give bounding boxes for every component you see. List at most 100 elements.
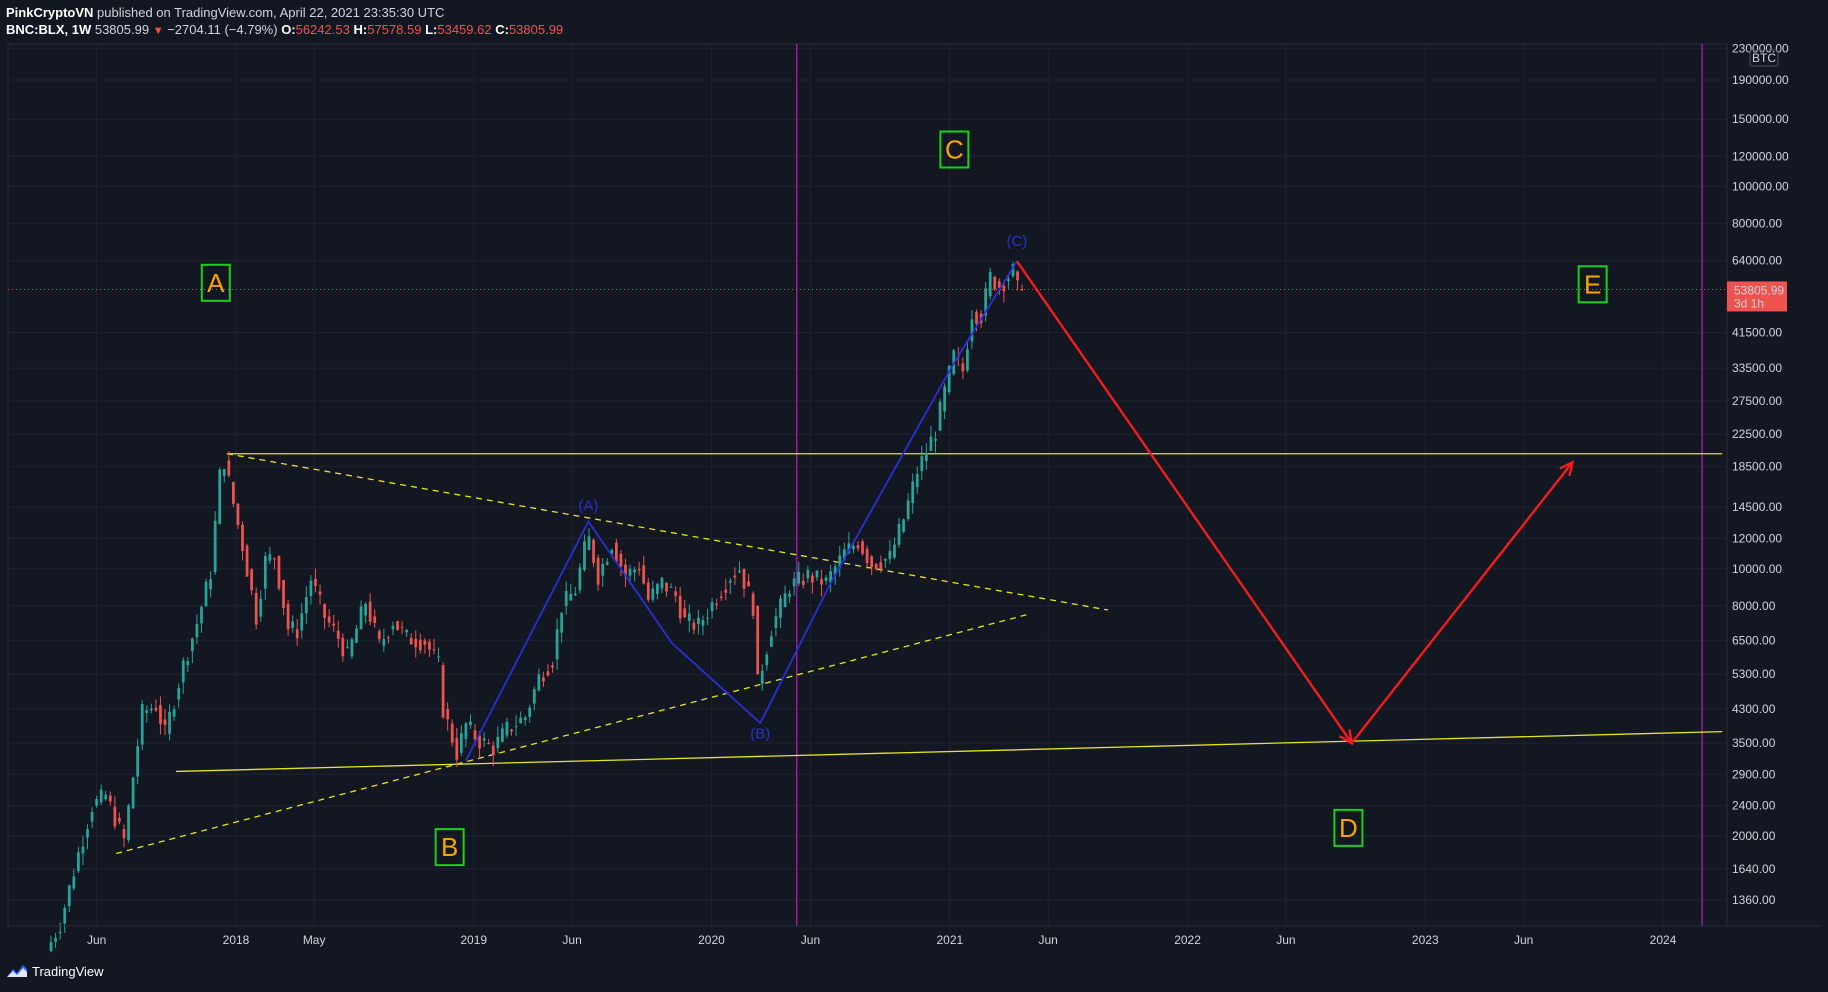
candle-body xyxy=(911,481,915,504)
footer-brand[interactable]: TradingView xyxy=(32,963,104,979)
candle-body xyxy=(482,738,486,741)
candle-body xyxy=(624,564,627,577)
candle-body xyxy=(564,590,568,606)
candle-body xyxy=(637,568,641,571)
candle-body xyxy=(925,452,928,462)
price-tick-label: 2900.00 xyxy=(1732,767,1776,781)
candle-body xyxy=(227,460,231,476)
last-price-tag-value: 53805.99 xyxy=(1734,283,1784,297)
candle-body xyxy=(295,629,299,639)
candle xyxy=(341,633,345,662)
candle-body xyxy=(852,545,855,550)
price-tick-label: 14500.00 xyxy=(1732,500,1782,514)
high-label: H: xyxy=(353,22,368,37)
candle xyxy=(984,282,988,322)
candle-body xyxy=(847,543,851,553)
candle-body xyxy=(459,733,463,753)
candle-body xyxy=(77,852,80,871)
candle xyxy=(118,812,121,825)
time-tick-label: May xyxy=(303,933,326,947)
candle-body xyxy=(58,932,62,934)
candle-body xyxy=(200,606,203,624)
candle xyxy=(651,580,655,603)
candle-body xyxy=(99,789,103,803)
drawings-overlay xyxy=(8,260,1727,761)
wave-label-text: A xyxy=(207,268,225,298)
candle-body xyxy=(491,745,495,756)
candle xyxy=(874,563,878,571)
candle-body xyxy=(104,794,108,800)
candle xyxy=(865,545,869,569)
candle-body xyxy=(487,743,491,745)
candle xyxy=(883,558,887,568)
candle xyxy=(95,795,98,808)
candle xyxy=(788,590,791,603)
candle-body xyxy=(501,728,504,742)
candle-body xyxy=(382,639,386,646)
candle xyxy=(760,664,764,692)
time-tick-label: 2024 xyxy=(1650,933,1677,947)
time-tick-label: 2023 xyxy=(1412,933,1439,947)
price-tick-label: 27500.00 xyxy=(1732,394,1782,408)
candle-body xyxy=(697,617,700,625)
candle-body xyxy=(254,592,258,625)
candle-body xyxy=(542,677,545,682)
candle-body xyxy=(788,593,791,597)
price-tick-label: 33500.00 xyxy=(1732,361,1782,375)
candle xyxy=(683,599,687,619)
candle-body xyxy=(86,829,89,838)
candle-body xyxy=(975,311,978,324)
candle-body xyxy=(168,711,171,734)
candle-body xyxy=(656,583,659,595)
wave-label-box xyxy=(939,130,970,169)
candle xyxy=(656,582,659,600)
candle-body xyxy=(222,469,226,476)
candle-body xyxy=(391,626,395,630)
candle xyxy=(291,615,295,633)
candle-body xyxy=(687,613,691,622)
candle-body xyxy=(601,563,605,576)
candle xyxy=(779,594,782,629)
candle-body xyxy=(149,708,153,711)
wave-label-box xyxy=(1333,808,1364,847)
candle-body xyxy=(915,474,919,488)
candle xyxy=(1011,261,1015,278)
tradingview-logo-icon[interactable] xyxy=(6,963,28,979)
candle-body xyxy=(122,829,126,839)
author-name[interactable]: PinkCryptoVN xyxy=(6,5,94,20)
candle xyxy=(250,568,253,596)
candle xyxy=(619,550,623,577)
candle xyxy=(437,647,440,663)
candle-body xyxy=(418,639,422,651)
candle-body xyxy=(756,605,760,675)
candle xyxy=(159,696,162,735)
wave-label-text: B xyxy=(441,832,458,862)
time-tick-label: Jun xyxy=(562,933,581,947)
time-axis[interactable]: Jun 2018 May 2019 Jun 2020 Jun 2021 Jun 2022 Jun 20… xyxy=(8,925,1820,947)
candle xyxy=(578,563,582,594)
time-tick-label: 2022 xyxy=(1174,933,1201,947)
candle-body xyxy=(496,736,500,748)
price-tick-label: 8000.00 xyxy=(1732,599,1776,613)
candle-body xyxy=(893,544,896,558)
price-axis[interactable]: 230000.00 190000.00 150000.00 120000.00 1000… xyxy=(1726,41,1789,926)
candle xyxy=(546,664,550,677)
candle-body xyxy=(350,639,354,657)
wave-label-box xyxy=(434,828,465,867)
open-label: O: xyxy=(281,22,296,37)
candle xyxy=(724,578,728,601)
candle xyxy=(605,558,609,566)
candle-body xyxy=(678,595,682,619)
candle-body xyxy=(478,735,481,749)
candle xyxy=(63,904,67,933)
candle xyxy=(77,846,80,874)
price-tick-label: 10000.00 xyxy=(1732,562,1782,576)
candle xyxy=(81,836,85,866)
candle xyxy=(765,651,769,671)
candle-body xyxy=(537,674,541,691)
down-triangle-icon: ▼ xyxy=(152,25,164,37)
symbol-interval[interactable]: BNC:BLX, 1W xyxy=(6,22,92,37)
candle-body xyxy=(1016,271,1019,281)
plot-area[interactable] xyxy=(7,43,1728,927)
